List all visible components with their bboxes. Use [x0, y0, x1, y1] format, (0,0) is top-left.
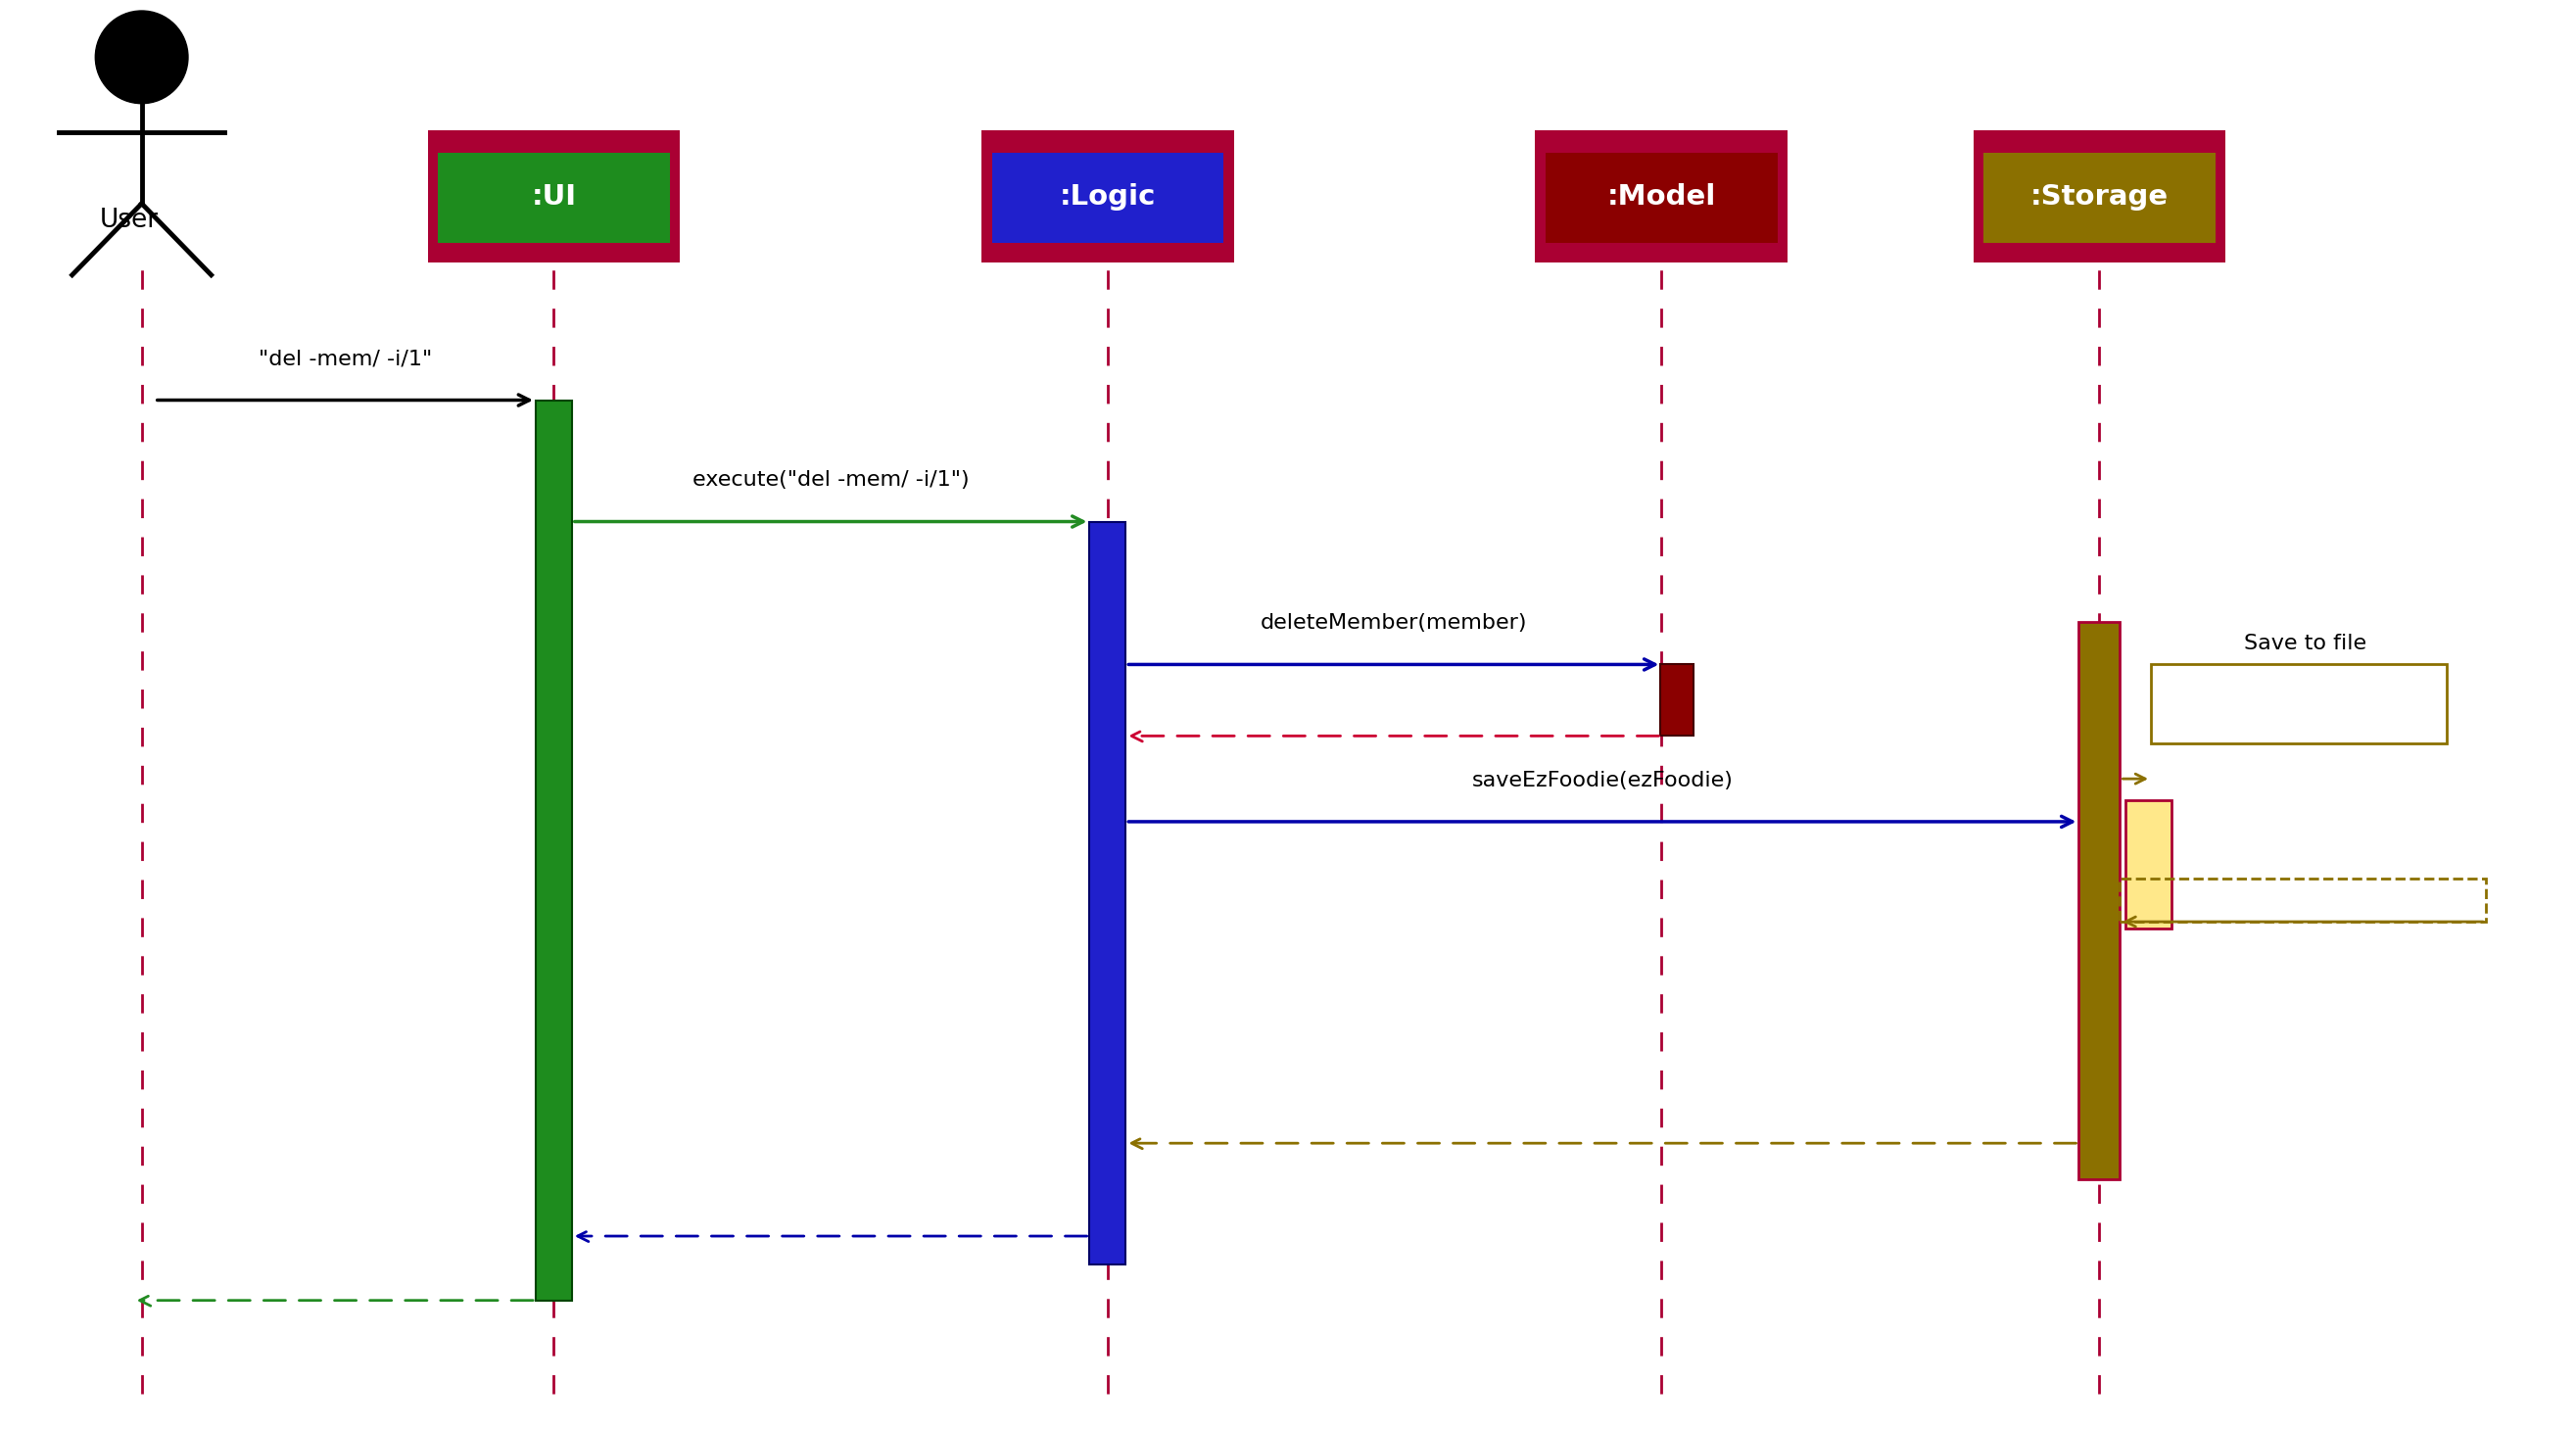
Bar	[1659, 664, 1695, 736]
Bar	[536, 400, 572, 1300]
Bar	[438, 243, 670, 257]
Text: "del -mem/ -i/1": "del -mem/ -i/1"	[258, 349, 433, 369]
Bar	[2079, 622, 2120, 1179]
Text: deleteMember(member): deleteMember(member)	[1260, 613, 1528, 633]
Bar	[1546, 136, 1777, 153]
Text: :Storage: :Storage	[2030, 183, 2169, 210]
Bar	[438, 136, 670, 257]
Bar	[1546, 136, 1777, 257]
Bar	[428, 130, 680, 263]
Ellipse shape	[95, 11, 188, 103]
Bar	[1984, 136, 2215, 153]
Text: :Model: :Model	[1607, 183, 1716, 210]
Bar	[2151, 664, 2447, 743]
Bar	[992, 243, 1224, 257]
Bar	[2120, 879, 2486, 922]
Bar	[1984, 136, 2215, 257]
Bar	[992, 136, 1224, 257]
Text: Save to file: Save to file	[2244, 633, 2367, 653]
Text: :Logic: :Logic	[1059, 183, 1157, 210]
Bar	[1973, 130, 2226, 263]
Bar	[438, 136, 670, 153]
Text: User: User	[100, 207, 157, 233]
Text: :UI: :UI	[531, 183, 577, 210]
Bar	[1535, 130, 1788, 263]
Text: saveEzFoodie(ezFoodie): saveEzFoodie(ezFoodie)	[1471, 770, 1734, 790]
Bar	[2125, 800, 2172, 929]
Text: execute("del -mem/ -i/1"): execute("del -mem/ -i/1")	[693, 470, 969, 490]
Bar	[981, 130, 1234, 263]
Bar	[1090, 522, 1126, 1265]
Bar	[1984, 243, 2215, 257]
Bar	[1546, 243, 1777, 257]
Bar	[992, 136, 1224, 153]
